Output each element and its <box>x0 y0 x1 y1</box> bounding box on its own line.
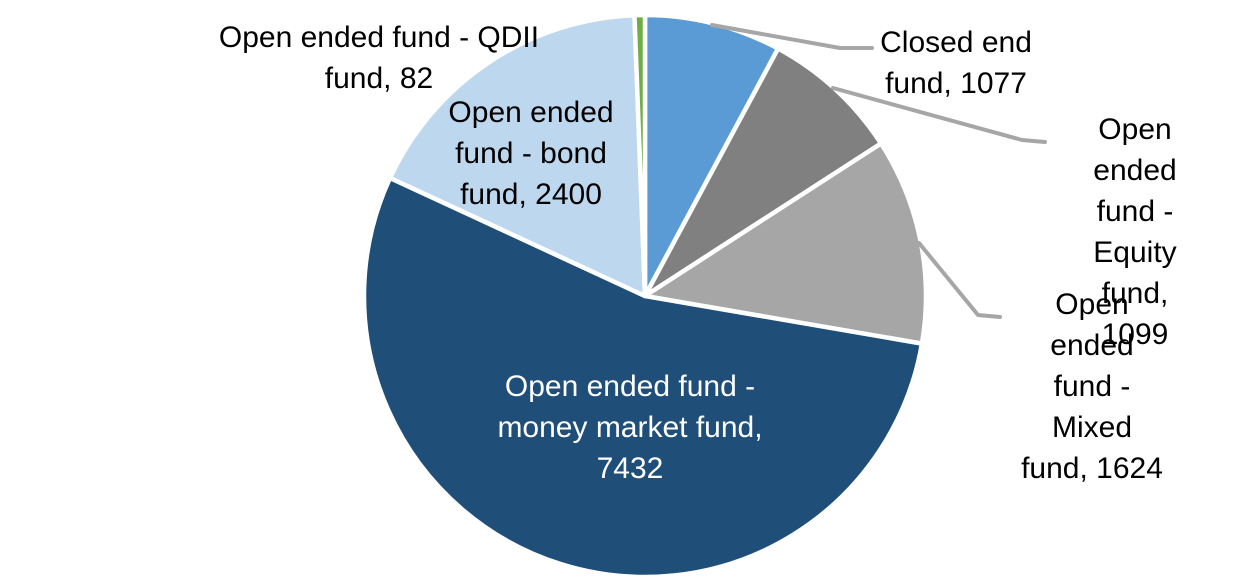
pie-slices <box>361 12 929 580</box>
leader-line-mixed-fund <box>917 241 1002 319</box>
data-label-money-market-fund: Open ended fund - money market fund, 743… <box>497 370 763 485</box>
data-label-closed-end-fund: Closed end fund, 1077 <box>880 26 1032 100</box>
pie-slice-5[interactable] <box>632 12 648 299</box>
leader-lines <box>710 23 1047 319</box>
leader-line-equity-fund <box>831 86 1047 144</box>
data-label-bond-fund: Open ended fund - bond fund, 2400 <box>448 96 614 211</box>
leader-line-closed-end-fund <box>710 23 874 50</box>
pie-slice-4[interactable] <box>387 12 648 299</box>
pie-slice-3[interactable] <box>361 175 925 580</box>
pie-slice-2[interactable] <box>642 141 929 346</box>
data-label-qdii-fund: Open ended fund - QDII fund, 82 <box>218 21 540 95</box>
data-label-mixed-fund: Open ended fund - Mixed fund, 1624 <box>1021 288 1163 485</box>
data-label-equity-fund: Open ended fund - Equity fund, 1099 <box>1093 113 1177 351</box>
